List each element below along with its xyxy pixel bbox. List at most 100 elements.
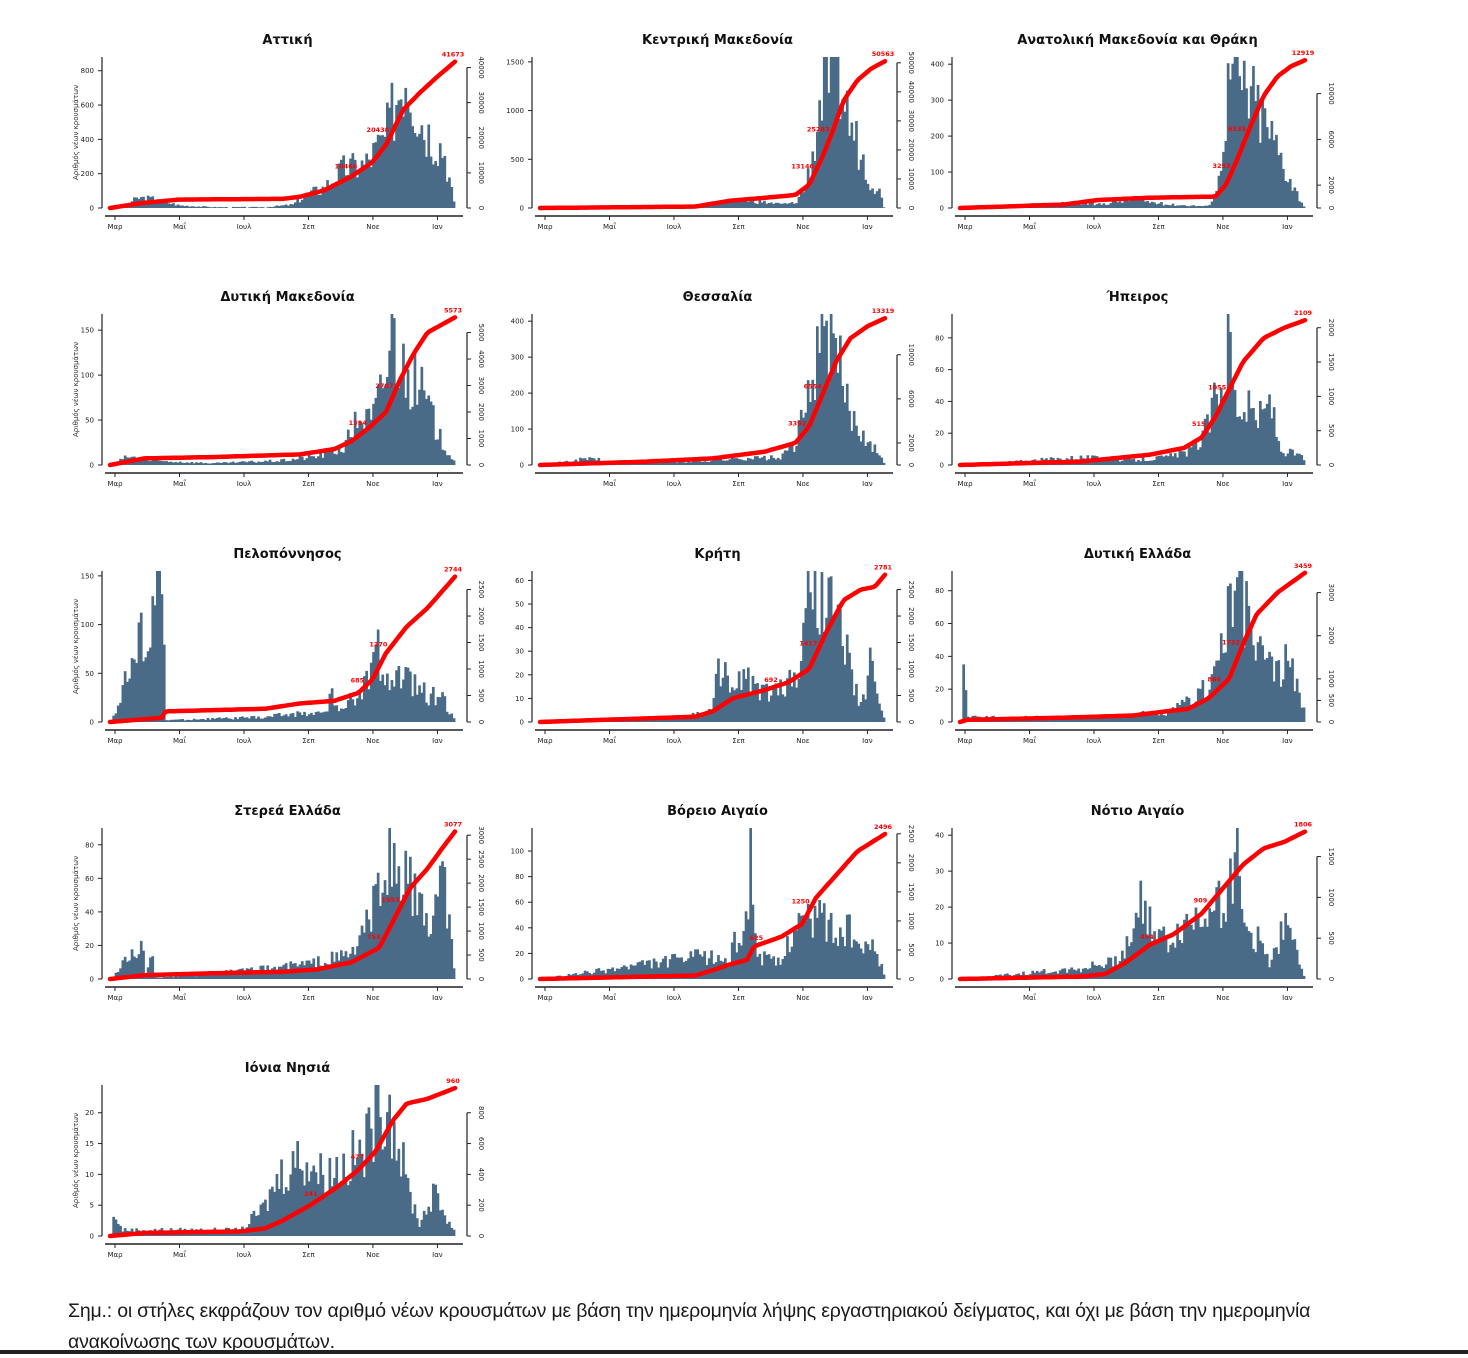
bar	[353, 705, 357, 722]
bar	[211, 717, 214, 722]
bar	[781, 694, 785, 722]
bar	[319, 452, 322, 465]
bar	[1249, 932, 1253, 979]
bar	[767, 203, 771, 208]
bar	[257, 716, 260, 722]
bar	[728, 459, 732, 465]
bar	[1219, 927, 1223, 979]
y-tick-label: 100	[931, 169, 944, 177]
bar	[1201, 206, 1205, 208]
bar	[241, 206, 244, 208]
bar	[1178, 205, 1182, 208]
bar	[202, 719, 205, 722]
bar	[1275, 436, 1278, 465]
chart-svg: Ανατολική Μακεδονία και Θράκη01002003004…	[931, 33, 1335, 231]
bar	[206, 463, 210, 465]
bar	[294, 202, 297, 208]
bar	[765, 203, 769, 208]
bar	[687, 460, 690, 465]
bar	[1291, 939, 1294, 979]
bar	[868, 647, 872, 722]
bar	[1183, 702, 1186, 722]
bar	[280, 205, 283, 208]
bar	[197, 719, 201, 722]
cumulative-line	[107, 829, 458, 982]
cumulative-annotation: 753	[367, 933, 381, 941]
bar	[450, 186, 454, 208]
bar	[213, 718, 217, 722]
bar	[179, 461, 182, 465]
bar	[747, 457, 750, 465]
bar	[317, 456, 320, 465]
bar	[333, 705, 336, 722]
bar	[882, 462, 886, 465]
y2-tick-label: 3000	[477, 826, 485, 844]
bar	[1063, 968, 1067, 979]
bar	[1118, 461, 1122, 465]
bar	[850, 669, 854, 722]
bar	[841, 385, 844, 465]
bar	[231, 974, 235, 979]
bar	[848, 410, 851, 465]
y2-tick-label: 50000	[907, 52, 915, 74]
bar	[1249, 627, 1253, 722]
bar	[167, 203, 171, 208]
bar	[701, 956, 704, 979]
y2-tick-label: 5000	[477, 324, 485, 342]
bar	[1256, 642, 1260, 722]
x-tick-label: Ιαν	[1282, 223, 1293, 231]
bar	[772, 457, 775, 465]
bar	[622, 965, 626, 979]
y-tick-label: 60	[85, 875, 94, 883]
bar	[790, 946, 794, 979]
bar	[1075, 718, 1078, 722]
bar	[1162, 456, 1166, 465]
bar	[137, 622, 141, 722]
bar	[206, 973, 210, 979]
bar	[434, 161, 437, 208]
bar	[1141, 710, 1145, 722]
bar	[250, 716, 253, 722]
y2-tick-label: 2500	[907, 825, 915, 843]
bar	[689, 951, 693, 979]
bar	[703, 715, 706, 722]
bar	[873, 193, 877, 208]
bar	[1302, 460, 1306, 465]
bar	[386, 673, 389, 722]
bar	[724, 460, 727, 465]
bar	[374, 142, 378, 208]
x-tick-label: Μαρ	[107, 1251, 123, 1259]
bar	[1187, 206, 1191, 208]
bar	[1111, 201, 1115, 208]
bar	[1169, 205, 1172, 208]
bar	[855, 941, 858, 979]
bar	[206, 717, 210, 722]
bar	[404, 87, 408, 208]
y-axis-label: Αριθμός νέων κρουσμάτων	[72, 1113, 80, 1208]
cumulative-annotation: 20438	[367, 126, 390, 134]
bar	[342, 452, 345, 465]
y2-tick-label: 40000	[907, 81, 915, 103]
bar	[721, 677, 725, 722]
bar	[422, 139, 426, 208]
x-tick-label: Ιαν	[432, 737, 443, 745]
bar	[1178, 940, 1182, 979]
bar	[1240, 419, 1244, 465]
bar	[119, 968, 122, 979]
x-tick-label: Σεπ	[302, 480, 315, 488]
bar	[1208, 689, 1212, 722]
bar	[687, 958, 690, 979]
bar	[1176, 923, 1179, 979]
bar	[165, 976, 168, 979]
bar	[261, 718, 265, 722]
bar	[252, 1210, 256, 1236]
bar	[1093, 965, 1097, 979]
bar	[139, 940, 143, 979]
y2-tick-label: 500	[1327, 424, 1335, 437]
bar	[1114, 200, 1117, 208]
bar	[733, 931, 736, 979]
bar	[363, 431, 366, 465]
bar	[1236, 828, 1239, 979]
cumulative-annotation: 6554	[804, 383, 823, 391]
